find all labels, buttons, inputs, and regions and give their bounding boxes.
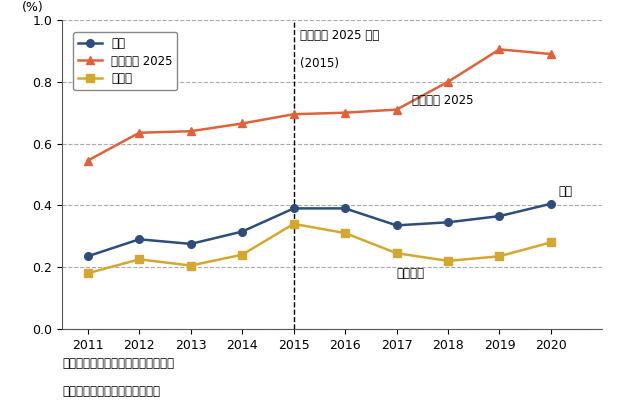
全体 (393, 223, 401, 228)
Text: 備考：補助金／売上高として計算。: 備考：補助金／売上高として計算。 (62, 357, 174, 370)
中国製造 2025 (135, 130, 143, 135)
Text: 資料：各社公開情報より作成。: 資料：各社公開情報より作成。 (62, 385, 160, 398)
Line: その他: その他 (84, 220, 555, 277)
全体 (547, 201, 555, 206)
その他 (393, 251, 401, 255)
全体 (187, 241, 194, 246)
中国製造 2025 (84, 158, 91, 163)
Text: 中国製造 2025: 中国製造 2025 (412, 94, 473, 107)
中国製造 2025 (290, 112, 297, 117)
中国製造 2025 (547, 52, 555, 57)
全体 (290, 206, 297, 211)
その他 (547, 240, 555, 245)
Text: 中国製造 2025 公表: 中国製造 2025 公表 (300, 29, 379, 43)
全体 (496, 214, 503, 219)
その他 (238, 252, 246, 257)
中国製造 2025 (496, 47, 503, 52)
その他 (342, 231, 349, 235)
全体 (84, 254, 91, 259)
その他 (84, 271, 91, 275)
その他 (187, 263, 194, 268)
中国製造 2025 (393, 107, 401, 112)
Line: 中国製造 2025: 中国製造 2025 (84, 45, 555, 165)
全体 (444, 220, 451, 225)
全体 (135, 237, 143, 242)
中国製造 2025 (238, 121, 246, 126)
その他 (135, 257, 143, 262)
その他 (496, 254, 503, 259)
Text: (2015): (2015) (300, 57, 339, 70)
その他 (290, 221, 297, 226)
Legend: 全体, 中国製造 2025, その他: 全体, 中国製造 2025, その他 (73, 32, 178, 90)
中国製造 2025 (444, 79, 451, 84)
中国製造 2025 (187, 129, 194, 134)
Text: (%): (%) (22, 1, 43, 14)
全体 (238, 229, 246, 234)
Text: 全体: 全体 (559, 184, 573, 198)
全体 (342, 206, 349, 211)
Line: 全体: 全体 (84, 200, 555, 260)
その他 (444, 259, 451, 263)
Text: それ以外: それ以外 (397, 267, 425, 280)
中国製造 2025 (342, 110, 349, 115)
